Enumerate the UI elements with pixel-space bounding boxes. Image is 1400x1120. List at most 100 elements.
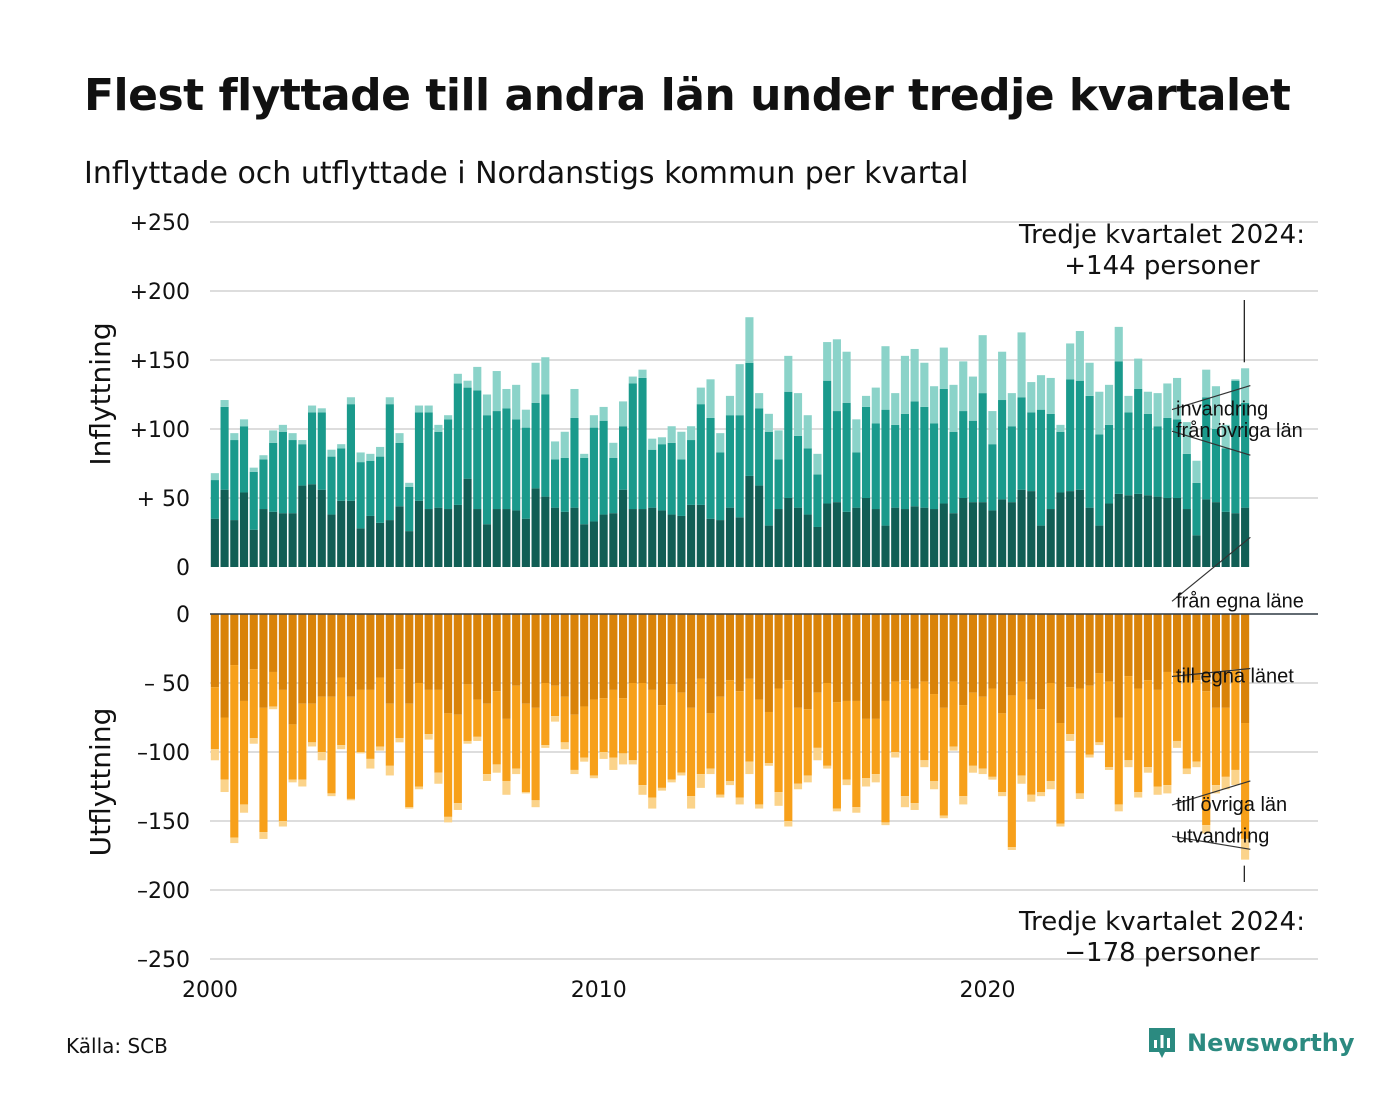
bar-outflow-2 bbox=[939, 815, 948, 819]
bar-inflow-2 bbox=[356, 452, 365, 463]
bar-outflow-0 bbox=[998, 614, 1007, 714]
bar-inflow-1 bbox=[871, 423, 880, 510]
bar-inflow-0 bbox=[745, 475, 754, 567]
bar-inflow-1 bbox=[1066, 379, 1075, 492]
bar-inflow-0 bbox=[881, 525, 890, 567]
bar-outflow-0 bbox=[696, 614, 705, 679]
bar-inflow-2 bbox=[871, 387, 880, 424]
bar-inflow-0 bbox=[764, 525, 773, 567]
bar-inflow-0 bbox=[259, 509, 268, 567]
bar-outflow-1 bbox=[813, 692, 822, 748]
bar-outflow-0 bbox=[1182, 614, 1191, 678]
bar-inflow-1 bbox=[609, 457, 618, 514]
bar-inflow-1 bbox=[1221, 448, 1230, 512]
bar-inflow-2 bbox=[638, 369, 647, 378]
bar-inflow-1 bbox=[580, 457, 589, 525]
bar-inflow-0 bbox=[852, 507, 861, 567]
bar-inflow-0 bbox=[1153, 496, 1162, 567]
bar-inflow-0 bbox=[1036, 525, 1046, 567]
bar-inflow-0 bbox=[910, 506, 919, 567]
axes-layer: +250 +200 +150 +100 + 50 0 0 – 50 –100 –150 –200 –2… bbox=[130, 211, 1318, 1003]
bar-inflow-2 bbox=[1036, 375, 1046, 410]
bar-inflow-2 bbox=[1143, 391, 1152, 414]
bar-outflow-2 bbox=[541, 745, 550, 748]
bar-inflow-1 bbox=[424, 412, 433, 510]
bar-outflow-0 bbox=[405, 614, 414, 704]
bar-inflow-0 bbox=[249, 529, 258, 567]
bar-inflow-0 bbox=[502, 509, 511, 567]
bar-outflow-1 bbox=[1173, 673, 1182, 741]
bar-outflow-2 bbox=[910, 803, 919, 810]
bar-outflow-0 bbox=[599, 614, 608, 699]
chart-subtitle: Inflyttade och utflyttade i Nordanstigs … bbox=[84, 156, 969, 191]
bar-inflow-1 bbox=[959, 411, 968, 498]
bar-outflow-0 bbox=[755, 614, 764, 700]
bar-outflow-0 bbox=[638, 614, 647, 683]
bar-outflow-1 bbox=[502, 718, 511, 781]
bar-inflow-0 bbox=[278, 513, 287, 567]
bar-outflow-2 bbox=[492, 764, 501, 773]
bar-outflow-1 bbox=[298, 703, 307, 780]
bar-inflow-2 bbox=[677, 431, 686, 460]
y-tick-label: +200 bbox=[130, 280, 190, 305]
bar-outflow-0 bbox=[657, 614, 667, 706]
bar-outflow-2 bbox=[832, 808, 841, 812]
y-tick-label: +150 bbox=[130, 349, 190, 374]
bar-inflow-0 bbox=[560, 511, 569, 567]
bar-inflow-0 bbox=[1182, 509, 1191, 567]
bar-inflow-0 bbox=[949, 513, 958, 567]
callout-line2: −178 personer bbox=[1064, 938, 1260, 968]
bar-inflow-0 bbox=[1027, 491, 1036, 567]
bar-outflow-2 bbox=[716, 794, 725, 798]
bar-outflow-2 bbox=[1046, 780, 1055, 790]
bar-outflow-0 bbox=[725, 614, 735, 681]
bar-outflow-2 bbox=[482, 774, 492, 781]
bar-outflow-2 bbox=[259, 832, 268, 839]
bar-inflow-2 bbox=[327, 449, 336, 457]
bar-outflow-2 bbox=[405, 807, 414, 809]
bar-outflow-2 bbox=[657, 787, 667, 791]
bar-inflow-2 bbox=[570, 388, 579, 418]
bar-inflow-1 bbox=[463, 387, 472, 479]
bar-inflow-2 bbox=[832, 339, 841, 412]
bar-inflow-1 bbox=[1182, 453, 1191, 510]
bar-outflow-0 bbox=[1027, 614, 1036, 700]
bar-outflow-1 bbox=[891, 681, 900, 752]
bar-outflow-0 bbox=[891, 614, 900, 682]
bar-inflow-2 bbox=[1027, 382, 1036, 413]
bar-outflow-0 bbox=[463, 614, 472, 685]
bar-outflow-0 bbox=[376, 614, 385, 678]
bar-outflow-1 bbox=[696, 678, 705, 775]
bar-inflow-2 bbox=[492, 371, 501, 412]
bar-outflow-1 bbox=[745, 678, 754, 762]
bar-inflow-1 bbox=[1231, 380, 1240, 514]
bar-inflow-1 bbox=[1143, 413, 1152, 496]
bar-inflow-2 bbox=[930, 386, 939, 424]
bar-outflow-2 bbox=[891, 752, 900, 758]
bar-inflow-1 bbox=[1124, 412, 1133, 496]
bar-outflow-1 bbox=[755, 699, 764, 805]
bar-inflow-0 bbox=[570, 507, 579, 567]
bar-outflow-1 bbox=[784, 680, 793, 821]
bar-inflow-0 bbox=[930, 509, 939, 567]
bar-outflow-1 bbox=[1221, 707, 1230, 777]
bar-inflow-2 bbox=[1202, 369, 1211, 398]
bar-outflow-1 bbox=[1095, 673, 1104, 743]
bar-outflow-1 bbox=[1036, 709, 1046, 793]
series-label: utvandring bbox=[1176, 825, 1269, 847]
bar-outflow-1 bbox=[900, 680, 909, 797]
bar-outflow-1 bbox=[774, 688, 783, 793]
bar-outflow-2 bbox=[337, 745, 346, 750]
bar-inflow-1 bbox=[745, 362, 754, 476]
bar-outflow-1 bbox=[395, 669, 404, 739]
y-tick-label: 0 bbox=[176, 603, 190, 628]
bar-outflow-2 bbox=[803, 775, 812, 783]
bar-inflow-2 bbox=[278, 424, 287, 432]
y-axis-label: Inflyttning bbox=[84, 322, 117, 465]
bar-inflow-0 bbox=[1231, 513, 1240, 567]
bar-outflow-1 bbox=[881, 700, 890, 823]
bar-inflow-1 bbox=[1017, 397, 1026, 490]
brand-logo: Newsworthy bbox=[1147, 1026, 1355, 1060]
bar-inflow-1 bbox=[570, 417, 579, 508]
bar-inflow-2 bbox=[1056, 424, 1065, 432]
